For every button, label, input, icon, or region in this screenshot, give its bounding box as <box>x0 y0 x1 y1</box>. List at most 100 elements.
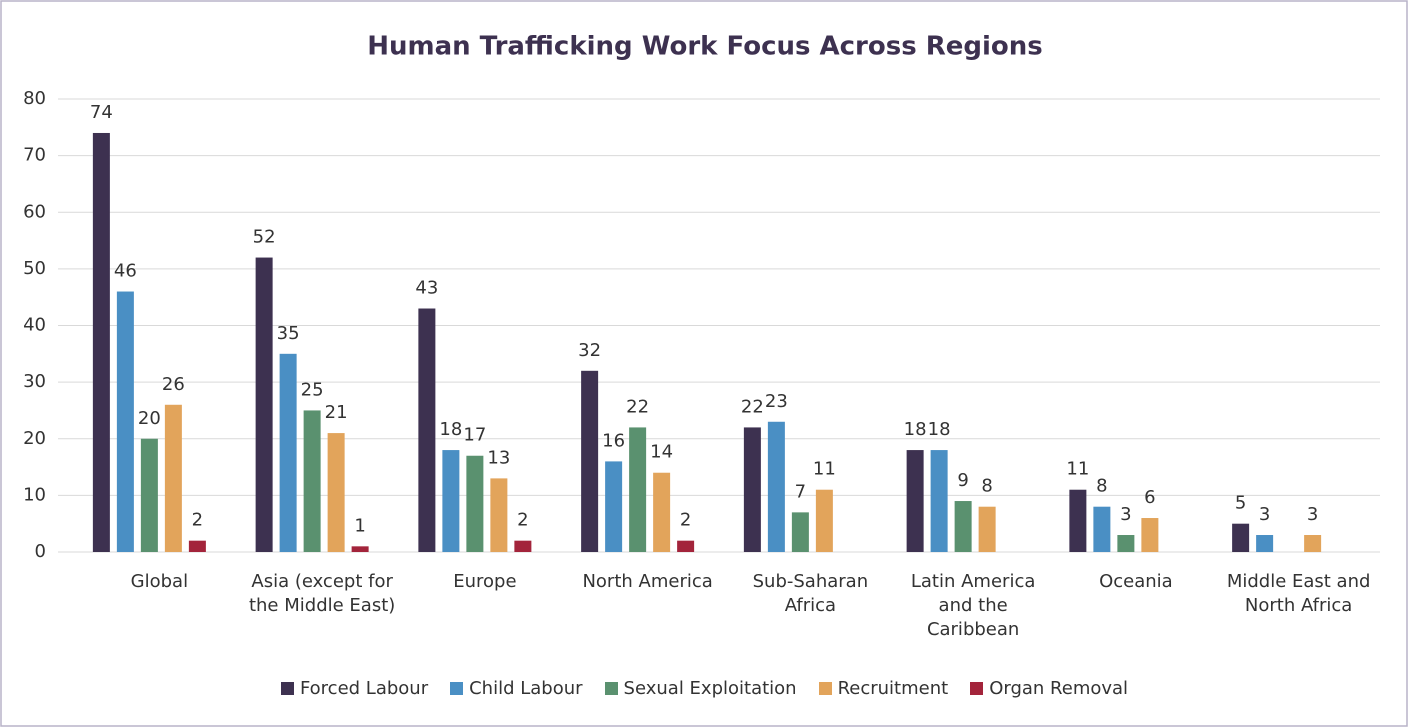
data-label: 8 <box>981 476 992 497</box>
bar <box>605 461 623 552</box>
bar <box>1232 523 1250 552</box>
data-label: 7 <box>795 481 806 502</box>
data-label: 2 <box>517 510 528 531</box>
bar <box>279 353 297 552</box>
x-tick-label: Latin America and the Caribbean <box>910 571 1036 640</box>
x-tick-label: Sub-Saharan Africa <box>752 571 869 616</box>
bar <box>327 433 345 552</box>
bar <box>164 404 182 552</box>
bar <box>791 512 809 552</box>
x-tick-label: Global <box>130 571 189 592</box>
data-label: 17 <box>463 425 486 446</box>
bar <box>92 132 110 552</box>
bar <box>581 370 599 552</box>
data-label: 32 <box>578 340 601 361</box>
data-label: 26 <box>162 374 185 395</box>
bar <box>1117 535 1135 552</box>
bar <box>629 427 647 552</box>
bar <box>140 438 158 552</box>
bar <box>677 540 695 552</box>
data-label: 21 <box>325 402 348 423</box>
y-tick-label: 10 <box>23 484 46 505</box>
data-label: 3 <box>1259 504 1270 525</box>
bar <box>255 257 273 552</box>
bar <box>767 421 785 552</box>
bar <box>954 501 972 552</box>
y-tick-label: 20 <box>23 428 46 449</box>
data-label: 18 <box>439 419 462 440</box>
data-label: 14 <box>650 442 673 463</box>
legend-swatch <box>970 682 984 695</box>
y-tick-label: 50 <box>23 258 46 279</box>
bar <box>514 540 532 552</box>
data-label: 16 <box>602 430 625 451</box>
y-tick-label: 80 <box>23 88 46 109</box>
bar <box>815 489 833 552</box>
bar <box>303 410 321 552</box>
legend: Forced Labour Child Labour Sexual Exploita… <box>0 678 1409 699</box>
bar <box>418 308 436 552</box>
data-label: 25 <box>301 379 324 400</box>
data-label: 11 <box>813 459 836 480</box>
data-label: 3 <box>1120 504 1131 525</box>
x-tick-label: North America <box>582 571 713 592</box>
bar <box>351 546 369 552</box>
legend-swatch <box>604 682 618 695</box>
bar <box>188 540 206 552</box>
x-tick-label: Oceania <box>1099 571 1173 592</box>
data-label: 5 <box>1235 493 1246 514</box>
legend-label: Forced Labour <box>299 678 429 699</box>
legend-label: Recruitment <box>837 678 949 699</box>
legend-item: Forced Labour <box>280 678 429 699</box>
data-label: 8 <box>1096 476 1107 497</box>
chart-title: Human Trafficking Work Focus Across Regi… <box>367 32 1043 62</box>
data-label: 35 <box>277 323 300 344</box>
x-tick-label: Europe <box>453 571 517 592</box>
y-tick-label: 30 <box>23 371 46 392</box>
bar <box>743 427 761 552</box>
data-label: 1 <box>354 515 365 536</box>
y-tick-label: 40 <box>23 315 46 336</box>
data-label: 13 <box>487 447 510 468</box>
data-label: 52 <box>253 227 276 248</box>
bar <box>1256 535 1274 552</box>
legend-label: Sexual Exploitation <box>623 678 797 699</box>
data-label: 18 <box>928 419 951 440</box>
data-label: 20 <box>138 408 161 429</box>
legend-label: Organ Removal <box>989 678 1129 699</box>
legend-swatch <box>450 682 464 695</box>
bar <box>1093 506 1111 552</box>
bar <box>930 450 948 552</box>
data-label: 3 <box>1307 504 1318 525</box>
data-label: 6 <box>1144 487 1155 508</box>
bar <box>442 450 460 552</box>
legend-item: Organ Removal <box>970 678 1128 699</box>
y-tick-label: 0 <box>35 541 46 562</box>
data-label: 74 <box>90 102 113 123</box>
legend-swatch <box>818 682 832 695</box>
x-tick-label: Asia (except for the Middle East) <box>248 571 396 616</box>
data-label: 22 <box>741 396 764 417</box>
bar <box>1141 518 1159 552</box>
y-tick-label: 70 <box>23 145 46 166</box>
data-label: 46 <box>114 261 137 282</box>
bar <box>490 478 508 552</box>
data-label: 43 <box>415 278 438 299</box>
data-label: 11 <box>1066 459 1089 480</box>
data-label: 23 <box>765 391 788 412</box>
bar <box>978 506 996 552</box>
bar <box>1304 535 1322 552</box>
legend-label: Child Labour <box>469 678 583 699</box>
bar <box>116 291 134 552</box>
legend-swatch <box>280 682 294 695</box>
legend-item: Child Labour <box>450 678 583 699</box>
legend-item: Recruitment <box>818 678 949 699</box>
bar <box>1069 489 1087 552</box>
bar <box>653 472 671 552</box>
data-label: 2 <box>680 510 691 531</box>
data-label: 2 <box>192 510 203 531</box>
bar <box>906 450 924 552</box>
